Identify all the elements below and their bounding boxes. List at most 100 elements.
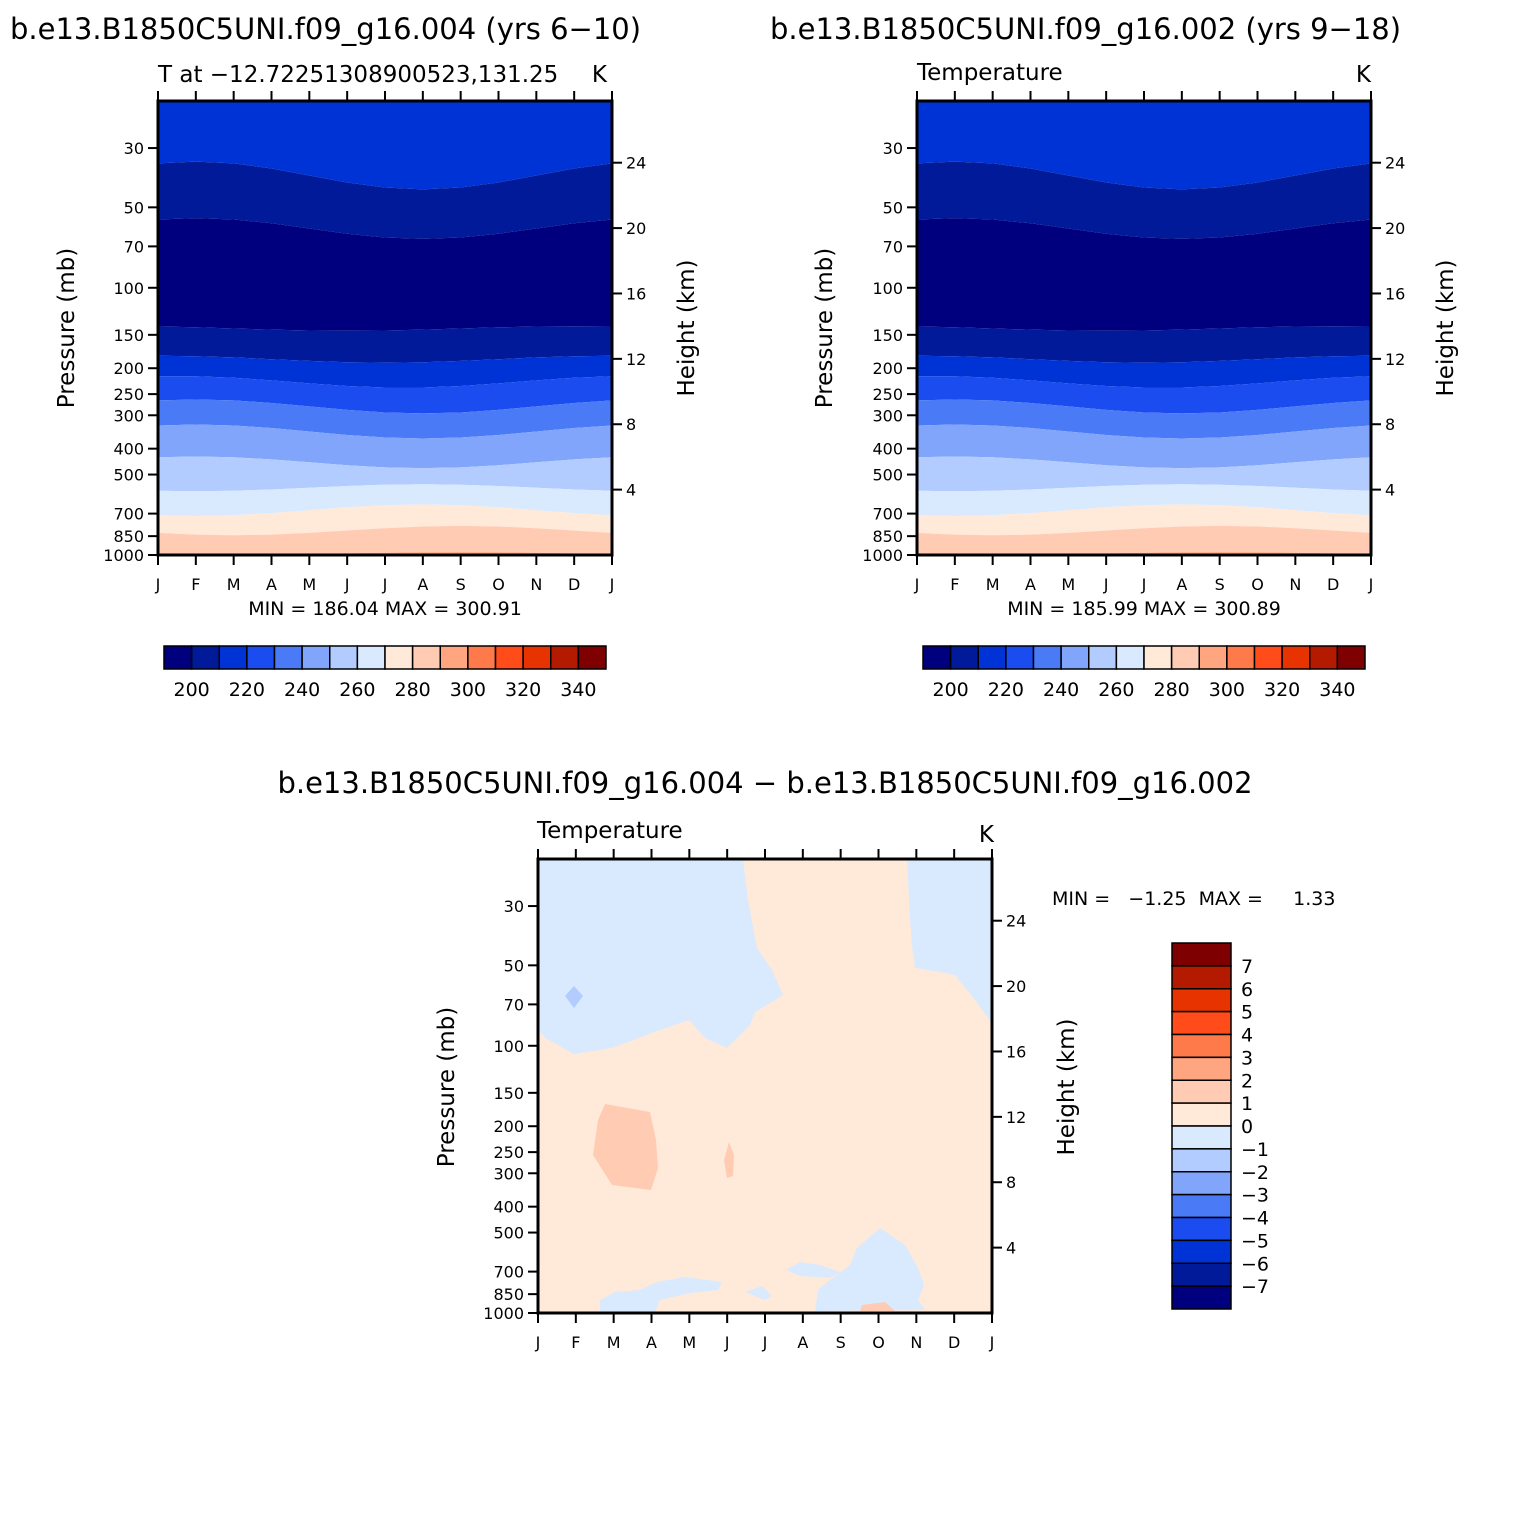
diff-colorbar-swatch [1171, 1010, 1232, 1036]
left-colorbar-swatch [522, 645, 552, 670]
right-height-axis: 4 8 12 16 20 24 [1371, 154, 1405, 500]
right-subtitle: Temperature [916, 60, 1063, 86]
right-colorbar-swatch [1170, 645, 1200, 670]
diff-height-tick-label: 20 [1006, 977, 1026, 996]
right-panel-title: b.e13.B1850C5UNI.f09_g16.002 (yrs 9−18) [770, 12, 1401, 46]
diff-month-tick-label: J [724, 1333, 730, 1352]
left-height-axis: 4 8 12 16 20 24 [612, 154, 646, 500]
right-contour-band [917, 484, 1371, 516]
right-contour-band [917, 525, 1371, 555]
diff-colorbar-label: 5 [1241, 1002, 1253, 1024]
left-contour-band [158, 504, 612, 536]
right-colorbar-label: 200 [932, 679, 968, 701]
left-contour-band [158, 218, 612, 331]
left-colorbar-swatch [163, 645, 193, 670]
diff-pressure-label: Pressure (mb) [434, 1007, 460, 1167]
diff-month-tick-label: A [646, 1333, 657, 1352]
right-pressure-tick-label: 70 [883, 237, 903, 256]
right-month-tick-label: O [1251, 575, 1264, 594]
diff-colorbar-label: −7 [1241, 1276, 1269, 1298]
diff-month-tick-label: A [797, 1333, 808, 1352]
left-colorbar-label: 200 [173, 679, 209, 701]
left-colorbar-label: 240 [284, 679, 320, 701]
left-contour-band [158, 525, 612, 555]
left-colorbar-swatch [384, 645, 414, 670]
right-pressure-label: Pressure (mb) [812, 248, 838, 408]
left-pressure-tick-label: 700 [113, 505, 144, 524]
left-colorbar-swatch [467, 645, 497, 670]
diff-colorbar-swatch [1171, 942, 1232, 967]
right-pressure-tick-label: 700 [872, 505, 903, 524]
left-colorbar-swatch [273, 645, 303, 670]
diff-pressure-tick-label: 30 [504, 897, 524, 916]
right-pressure-tick-label: 50 [883, 198, 903, 217]
right-pressure-tick-label: 100 [872, 279, 903, 298]
left-contour-band [158, 484, 612, 516]
right-pressure-tick-label: 150 [872, 326, 903, 345]
right-colorbar-label: 320 [1264, 679, 1300, 701]
right-colorbar-swatch [949, 645, 979, 670]
diff-colorbar-swatch [1171, 1171, 1232, 1196]
left-colorbar-label: 340 [560, 679, 596, 701]
right-colorbar-swatch [1281, 645, 1311, 670]
left-colorbar-label: 320 [505, 679, 541, 701]
diff-pressure-tick-label: 250 [493, 1143, 524, 1162]
right-month-tick-label: M [986, 575, 1000, 594]
right-colorbar-label: 220 [988, 679, 1024, 701]
right-height-tick-label: 24 [1385, 154, 1405, 173]
left-colorbar-label: 260 [339, 679, 375, 701]
right-colorbar-swatch [1143, 645, 1173, 670]
right-month-tick-label: S [1215, 575, 1225, 594]
right-colorbar-swatch [1088, 645, 1118, 670]
diff-month-tick-label: J [762, 1333, 768, 1352]
right-pressure-tick-label: 30 [883, 139, 903, 158]
left-pressure-tick-label: 300 [113, 406, 144, 425]
left-units: K [592, 62, 608, 88]
diff-colorbar-label: −2 [1241, 1162, 1269, 1184]
right-pressure-tick-label: 500 [872, 466, 903, 485]
right-height-tick-label: 20 [1385, 219, 1405, 238]
diff-colorbar-swatch [1171, 1216, 1232, 1242]
diff-height-tick-label: 4 [1006, 1239, 1016, 1258]
left-contour-band [158, 101, 612, 190]
right-height-tick-label: 16 [1385, 284, 1405, 303]
diff-colorbar-label: −1 [1241, 1139, 1269, 1161]
right-minmax: MIN = 185.99 MAX = 300.89 [1007, 598, 1281, 620]
diff-negative-region-upper-left [538, 859, 783, 1054]
diff-colorbar-swatch [1171, 1239, 1232, 1264]
diff-colorbar-label: 1 [1241, 1093, 1253, 1115]
right-colorbar-swatch [1005, 645, 1035, 670]
diff-colorbar-swatch [1171, 1148, 1232, 1173]
left-contour-panel: T at −12.72251308900523,131.25 K 30 50 70 1… [54, 62, 700, 701]
right-height-tick-label: 8 [1385, 415, 1395, 434]
diff-colorbar-swatch [1171, 1125, 1232, 1150]
left-height-tick-label: 4 [626, 481, 636, 500]
right-colorbar-label: 340 [1319, 679, 1355, 701]
diff-pressure-tick-label: 300 [493, 1164, 524, 1183]
left-colorbar-swatch [439, 645, 469, 670]
right-contour-band [917, 424, 1371, 469]
diff-positive-strip-bottom [860, 1302, 895, 1311]
left-pressure-tick-label: 50 [124, 198, 144, 217]
diff-height-tick-label: 24 [1006, 912, 1026, 931]
right-colorbar: 200 220 240 260 280 300 320 340 [922, 645, 1366, 701]
diff-colorbar-swatch [1171, 1033, 1232, 1059]
left-pressure-tick-label: 70 [124, 237, 144, 256]
diff-pressure-tick-label: 400 [493, 1198, 524, 1217]
diff-colorbar-label: −6 [1241, 1253, 1269, 1275]
diff-contour-panel: Temperature K 30507010015020025030040050… [434, 818, 1335, 1352]
left-colorbar-swatch [190, 645, 220, 670]
diff-pressure-tick-label: 1000 [483, 1304, 524, 1323]
diff-colorbar-label: 3 [1241, 1047, 1253, 1069]
diff-pressure-tick-label: 150 [493, 1084, 524, 1103]
left-month-tick-label: D [568, 575, 580, 594]
left-colorbar-label: 280 [394, 679, 430, 701]
diff-negative-region-upper-right [907, 859, 992, 1025]
diff-colorbar-swatch [1171, 965, 1232, 990]
left-contour-band [158, 161, 612, 239]
diff-colorbar-swatch [1171, 1285, 1232, 1310]
